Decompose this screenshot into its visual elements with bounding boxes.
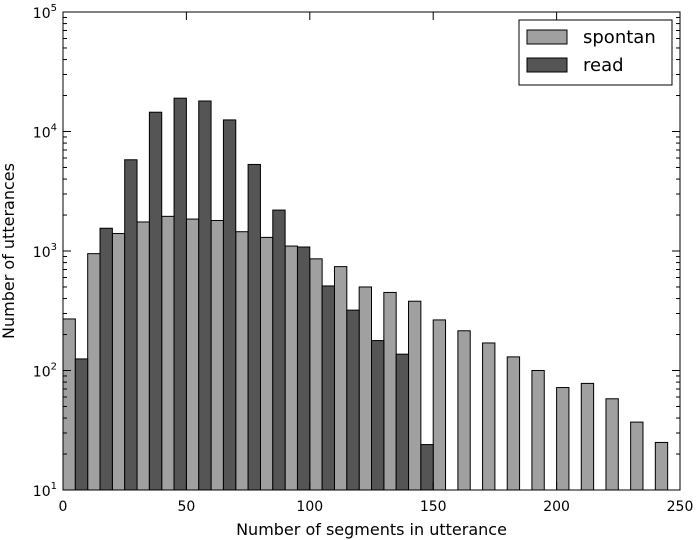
y-tick-label-base: 10	[33, 6, 51, 22]
bar-spontan-70	[235, 231, 249, 491]
bar-spontan-200	[556, 387, 570, 491]
x-tick-label: 200	[543, 499, 570, 515]
y-tick-label: 104	[33, 123, 57, 142]
y-tick-label-exponent: 4	[51, 123, 57, 134]
y-tick-label-exponent: 5	[51, 3, 57, 14]
x-axis-label: Number of segments in utterance	[236, 520, 507, 539]
bar-spontan-240	[654, 441, 669, 491]
bar-spontan-50	[185, 218, 200, 491]
y-tick-label-exponent: 1	[51, 481, 57, 492]
bar-spontan-150	[432, 319, 447, 491]
y-tick-label-base: 10	[33, 365, 51, 381]
legend: spontan read	[518, 19, 673, 86]
bar-read-60	[222, 119, 237, 491]
y-tick-label: 101	[33, 481, 57, 500]
bar-spontan-220	[605, 398, 619, 491]
bar-spontan-140	[408, 300, 422, 491]
bar-spontan-230	[630, 421, 644, 491]
legend-label-read: read	[583, 55, 624, 76]
y-tick-label: 105	[33, 3, 57, 22]
bar-read-40	[173, 97, 187, 491]
bar-spontan-210	[580, 382, 595, 491]
y-tick-label-exponent: 2	[51, 362, 57, 373]
bar-spontan-100	[309, 258, 323, 491]
bar-spontan-130	[383, 291, 397, 491]
bar-read-20	[124, 159, 138, 491]
bar-read-120	[371, 340, 385, 491]
y-tick-label: 103	[33, 242, 57, 261]
bar-read-140	[420, 444, 434, 491]
legend-swatch-read	[526, 57, 568, 73]
bar-spontan-110	[333, 266, 348, 491]
y-tick-label-base: 10	[33, 126, 51, 142]
bar-spontan-30	[136, 221, 150, 491]
bar-read-130	[395, 353, 410, 491]
bar-spontan-120	[358, 286, 373, 491]
x-tick-label: 250	[667, 499, 694, 515]
bars-layer	[62, 97, 669, 491]
bar-spontan-170	[482, 342, 496, 491]
bar-read-10	[99, 227, 113, 491]
bar-spontan-90	[284, 245, 298, 491]
y-tick-label-exponent: 3	[51, 242, 57, 253]
bar-read-80	[272, 209, 286, 491]
x-tick-label: 150	[420, 499, 447, 515]
bar-spontan-40	[161, 215, 175, 491]
bar-read-0	[74, 358, 89, 491]
y-tick-label-base: 10	[33, 484, 51, 500]
y-tick-label-base: 10	[33, 245, 51, 261]
x-tick-label: 0	[59, 499, 68, 515]
bar-read-70	[247, 163, 261, 491]
legend-swatch-spontan	[526, 29, 568, 45]
bar-spontan-60	[210, 219, 224, 491]
bar-read-100	[321, 285, 335, 491]
y-axis-label: Number of utterances	[0, 163, 18, 339]
legend-label-spontan: spontan	[583, 27, 656, 48]
x-tick-label: 50	[177, 499, 195, 515]
bar-spontan-180	[506, 356, 521, 491]
bar-read-30	[148, 111, 163, 491]
bar-spontan-190	[531, 370, 545, 491]
bar-spontan-10	[87, 253, 101, 491]
bar-read-110	[346, 309, 360, 491]
bar-read-90	[296, 246, 311, 491]
bar-spontan-20	[111, 233, 126, 491]
bar-spontan-80	[259, 236, 274, 491]
y-tick-label: 102	[33, 362, 57, 381]
bar-spontan-160	[457, 330, 471, 491]
bar-read-50	[198, 100, 212, 491]
bar-spontan-0	[62, 318, 76, 491]
x-tick-label: 100	[296, 499, 323, 515]
